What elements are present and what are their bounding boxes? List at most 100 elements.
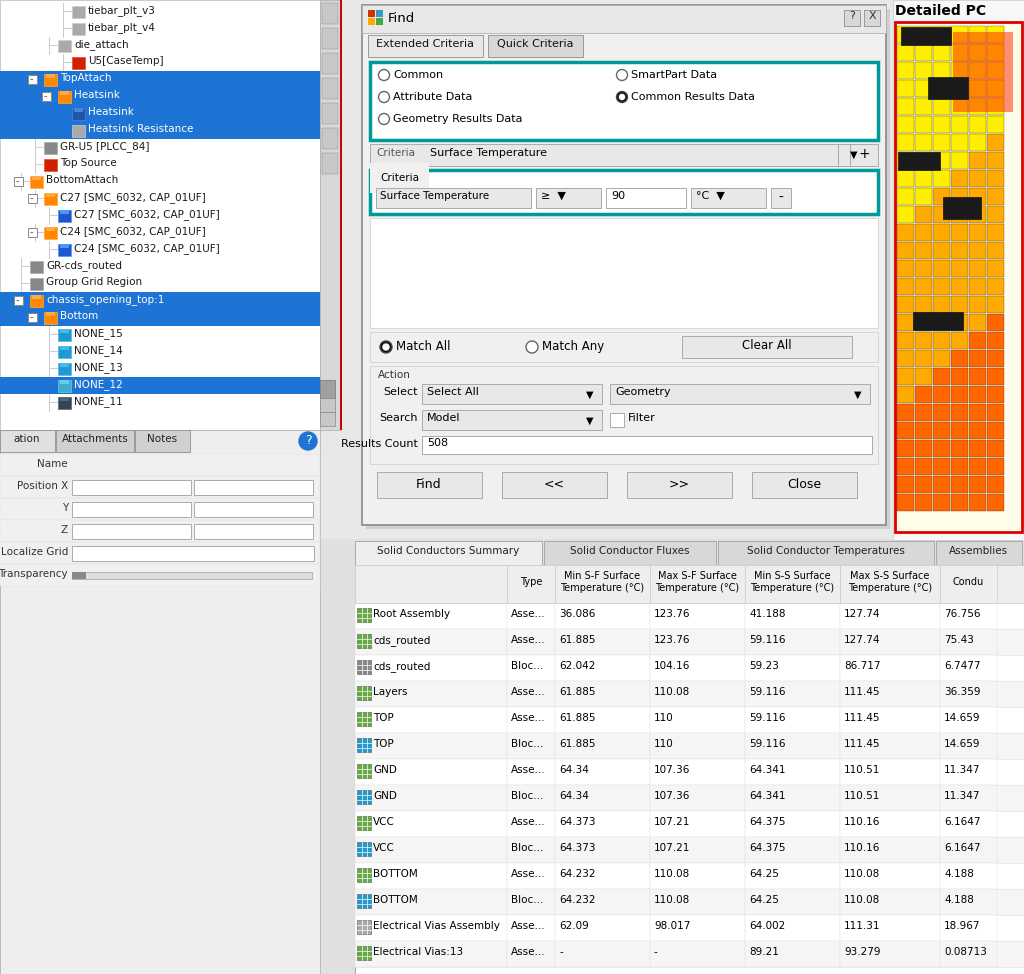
- Text: Transparency: Transparency: [0, 569, 68, 579]
- Bar: [30, 176, 43, 188]
- Bar: [940, 889, 997, 915]
- Bar: [319, 380, 335, 398]
- Bar: [840, 915, 940, 941]
- Text: Common: Common: [393, 70, 443, 80]
- Bar: [46, 193, 55, 197]
- Bar: [507, 759, 555, 785]
- Bar: [752, 472, 857, 498]
- Text: -: -: [30, 193, 34, 203]
- Bar: [58, 329, 71, 341]
- Bar: [897, 296, 914, 313]
- Bar: [951, 26, 968, 43]
- Text: 62.042: 62.042: [559, 661, 595, 671]
- Bar: [555, 733, 650, 759]
- Bar: [940, 681, 997, 707]
- Bar: [897, 62, 914, 79]
- Bar: [370, 366, 878, 464]
- Text: BottomAttach: BottomAttach: [46, 175, 118, 185]
- Text: 107.21: 107.21: [654, 843, 690, 853]
- Bar: [928, 77, 968, 99]
- Bar: [969, 386, 986, 403]
- Text: >>: >>: [669, 478, 689, 491]
- Bar: [969, 134, 986, 151]
- Text: TopAttach: TopAttach: [60, 73, 112, 83]
- Bar: [355, 863, 1024, 889]
- Bar: [969, 368, 986, 385]
- Bar: [940, 629, 997, 655]
- Bar: [58, 210, 71, 222]
- Bar: [897, 152, 914, 169]
- Text: tiebar_plt_v4: tiebar_plt_v4: [88, 22, 156, 33]
- Text: Criteria: Criteria: [376, 148, 415, 158]
- Text: 6.1647: 6.1647: [944, 817, 981, 827]
- Text: VCC: VCC: [373, 817, 395, 827]
- Bar: [46, 74, 55, 78]
- Text: Asse...: Asse...: [511, 609, 546, 619]
- Bar: [915, 368, 932, 385]
- Text: Name: Name: [37, 459, 68, 469]
- Text: Z: Z: [60, 525, 68, 535]
- Bar: [951, 206, 968, 223]
- Text: Solid Conductor Temperatures: Solid Conductor Temperatures: [748, 546, 905, 556]
- Bar: [951, 80, 968, 97]
- Bar: [72, 502, 191, 517]
- Bar: [840, 785, 940, 811]
- Bar: [840, 681, 940, 707]
- Bar: [32, 295, 41, 299]
- Text: 127.74: 127.74: [844, 609, 881, 619]
- Bar: [987, 494, 1004, 511]
- Bar: [370, 144, 842, 166]
- Bar: [840, 837, 940, 863]
- Text: Min S-F Surface: Min S-F Surface: [564, 571, 640, 581]
- Bar: [650, 759, 745, 785]
- Bar: [897, 404, 914, 421]
- Bar: [72, 572, 312, 579]
- Bar: [951, 404, 968, 421]
- Text: tiebar_plt_v3: tiebar_plt_v3: [88, 5, 156, 16]
- Text: BOTTOM: BOTTOM: [373, 895, 418, 905]
- Bar: [840, 565, 940, 603]
- Bar: [987, 458, 1004, 475]
- Bar: [969, 206, 986, 223]
- Bar: [745, 681, 840, 707]
- Text: 111.45: 111.45: [844, 713, 881, 723]
- Bar: [555, 915, 650, 941]
- Bar: [58, 363, 71, 375]
- Text: Bloc...: Bloc...: [511, 661, 544, 671]
- Bar: [72, 108, 85, 120]
- Bar: [355, 681, 507, 707]
- Bar: [915, 404, 932, 421]
- Text: ?: ?: [305, 434, 311, 447]
- Bar: [933, 368, 950, 385]
- Bar: [897, 332, 914, 349]
- Bar: [951, 188, 968, 205]
- Bar: [951, 314, 968, 331]
- Text: -: -: [16, 295, 19, 305]
- Text: Match Any: Match Any: [542, 340, 604, 353]
- Bar: [0, 0, 319, 430]
- Text: 6.7477: 6.7477: [944, 661, 981, 671]
- Bar: [915, 188, 932, 205]
- Bar: [355, 863, 507, 889]
- Text: C24 [SMC_6032, CAP_01UF]: C24 [SMC_6032, CAP_01UF]: [74, 243, 220, 254]
- Bar: [840, 759, 940, 785]
- Bar: [555, 565, 650, 603]
- Bar: [897, 206, 914, 223]
- Bar: [987, 188, 1004, 205]
- Bar: [897, 440, 914, 457]
- Bar: [376, 188, 531, 208]
- Bar: [194, 502, 313, 517]
- Bar: [897, 458, 914, 475]
- Bar: [60, 346, 69, 350]
- Bar: [355, 889, 507, 915]
- Text: NONE_11: NONE_11: [74, 396, 123, 407]
- Text: -: -: [30, 74, 34, 84]
- Bar: [357, 816, 371, 830]
- Bar: [864, 10, 880, 26]
- Bar: [507, 915, 555, 941]
- Text: <<: <<: [544, 478, 564, 491]
- Bar: [507, 733, 555, 759]
- Bar: [940, 655, 997, 681]
- Bar: [377, 472, 482, 498]
- Bar: [933, 224, 950, 241]
